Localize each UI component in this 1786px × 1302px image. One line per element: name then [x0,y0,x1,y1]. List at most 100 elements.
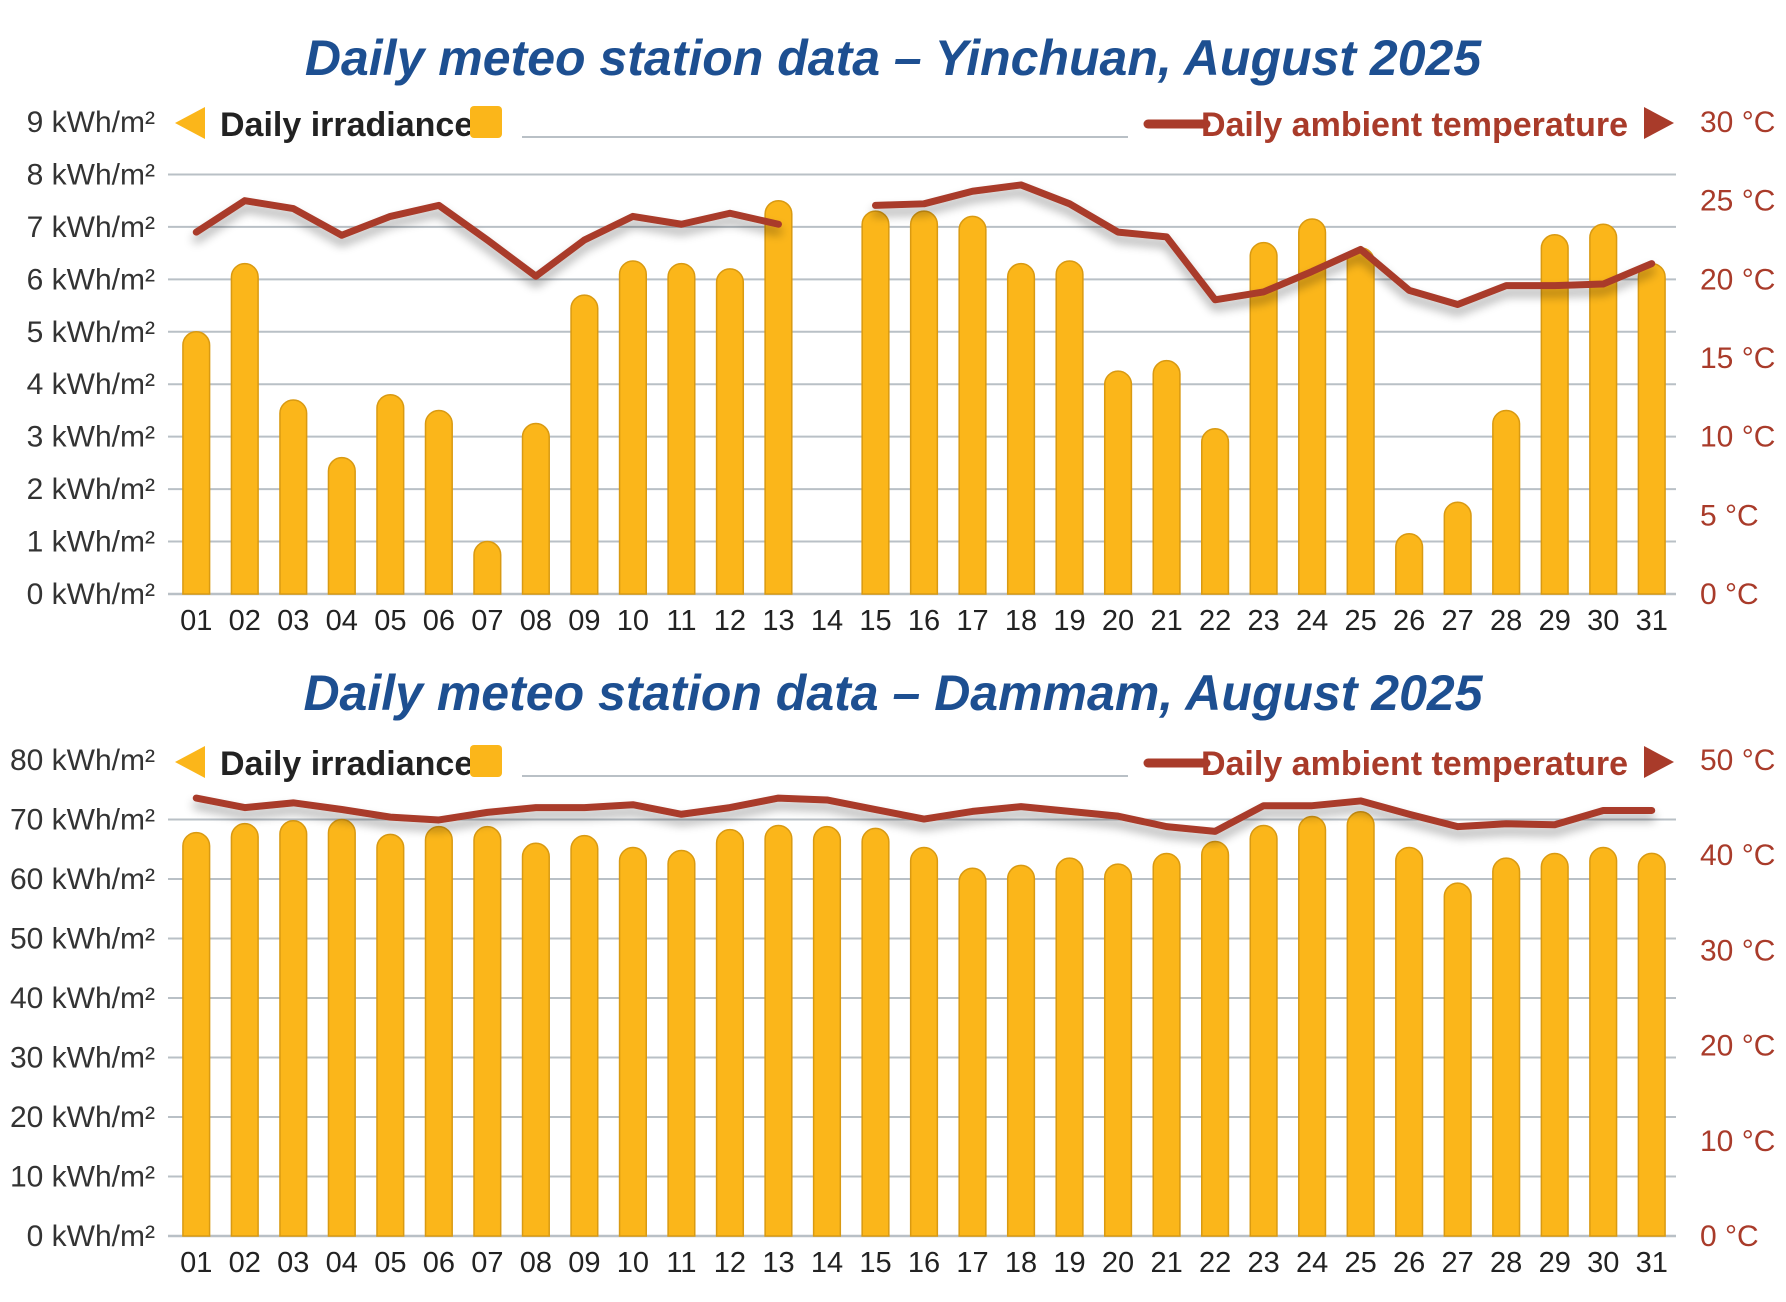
right-axis-ticks: 0 °C 10 °C 20 °C 30 °C 40 °C 50 °C [1700,744,1775,1253]
irradiance-bar [715,828,745,1237]
x-tick-label: 09 [568,1247,600,1279]
temperature-line [192,181,1656,309]
left-tick-label: 40 kWh/m² [10,982,155,1015]
irradiance-bar [327,818,356,1237]
irradiance-bar [667,849,696,1237]
left-tick-label: 1 kWh/m² [27,526,155,559]
irradiance-bar [667,262,696,595]
x-tick-label: 08 [520,605,552,637]
x-tick-label: 14 [811,605,843,637]
irradiance-bar [715,268,745,595]
irradiance-bar [1298,218,1327,595]
right-tick-label: 0 °C [1700,1220,1759,1253]
left-arrow-icon [175,107,205,139]
x-tick-label: 05 [374,605,406,637]
irradiance-bar [376,833,405,1237]
x-tick-label: 23 [1247,605,1279,637]
irradiance-bar [473,540,502,595]
x-tick-label: 14 [811,1247,843,1279]
irradiance-bar [424,409,453,595]
irradiance-bars [182,811,1666,1237]
irradiance-bar [570,834,599,1237]
left-tick-label: 10 kWh/m² [10,1161,155,1194]
irradiance-bar [1395,533,1424,595]
irradiance-bar [570,294,599,595]
left-axis-ticks: 0 kWh/m² 10 kWh/m² 20 kWh/m² 30 kWh/m² 40 kW… [10,744,155,1253]
x-tick-label: 02 [229,605,261,637]
legend-irradiance-label: Daily irradiance [220,745,473,783]
right-tick-label: 15 °C [1700,342,1775,375]
temperature-line-segment [192,794,1656,835]
legend-irradiance-swatch [470,745,502,777]
irradiance-bar [182,831,211,1237]
right-axis-ticks: 0 °C 5 °C 10 °C 15 °C 20 °C 25 °C 30 °C [1700,106,1775,611]
x-tick-label: 25 [1345,605,1377,637]
x-tick-label: 12 [714,605,746,637]
irradiance-bar [909,210,939,595]
x-axis-ticks: 01 02 03 04 05 06 07 08 09 10 11 12 13 14 15 16 17 18 19 20… [180,605,1668,637]
irradiance-bars [182,199,1666,595]
left-tick-label: 8 kWh/m² [27,158,155,191]
x-tick-label: 10 [617,1247,649,1279]
irradiance-bar [1201,428,1230,595]
x-tick-label: 16 [908,605,940,637]
x-tick-label: 17 [956,605,988,637]
x-tick-label: 28 [1490,1247,1522,1279]
chart-title: Daily meteo station data – Dammam, Augus… [303,665,1483,721]
x-tick-label: 07 [471,605,503,637]
irradiance-bar [1443,882,1472,1237]
right-tick-label: 20 °C [1700,263,1775,296]
irradiance-bar [521,842,550,1237]
irradiance-bar [376,393,405,595]
irradiance-bar [1152,852,1181,1237]
irradiance-bar [1637,852,1666,1237]
left-tick-label: 0 kWh/m² [27,578,155,611]
left-tick-label: 80 kWh/m² [10,744,155,777]
x-tick-label: 24 [1296,605,1328,637]
left-tick-label: 6 kWh/m² [27,263,155,296]
irradiance-bar [1298,816,1327,1237]
irradiance-bar [1249,242,1278,595]
irradiance-bar [1540,234,1569,595]
x-tick-label: 27 [1442,1247,1474,1279]
left-tick-label: 5 kWh/m² [27,316,155,349]
x-tick-label: 24 [1296,1247,1328,1279]
x-tick-label: 19 [1053,1247,1085,1279]
irradiance-bar [424,825,453,1237]
x-tick-label: 18 [1005,605,1037,637]
irradiance-bar [327,457,356,595]
irradiance-bar [1055,260,1084,595]
temperature-line-segment [871,181,1656,309]
irradiance-bar [1152,360,1181,595]
irradiance-bar [1589,223,1618,595]
x-tick-label: 27 [1442,605,1474,637]
x-tick-label: 07 [471,1247,503,1279]
x-tick-label: 31 [1636,1247,1668,1279]
x-tick-label: 29 [1539,605,1571,637]
x-tick-label: 04 [326,1247,358,1279]
irradiance-bar [958,867,987,1237]
x-tick-label: 22 [1199,1247,1231,1279]
x-tick-label: 01 [180,1247,212,1279]
irradiance-bar [279,399,308,595]
x-tick-label: 16 [908,1247,940,1279]
left-tick-label: 0 kWh/m² [27,1220,155,1253]
irradiance-bar [521,422,550,595]
left-tick-label: 2 kWh/m² [27,473,155,506]
left-tick-label: 7 kWh/m² [27,211,155,244]
x-tick-label: 13 [762,605,794,637]
x-tick-label: 10 [617,605,649,637]
legend-temperature-label: Daily ambient temperature [1201,106,1628,144]
legend-temperature-label: Daily ambient temperature [1201,745,1628,783]
irradiance-bar [861,210,890,595]
x-tick-label: 06 [423,1247,455,1279]
x-tick-label: 21 [1150,605,1182,637]
chart-title: Daily meteo station data – Yinchuan, Aug… [305,30,1482,86]
right-arrow-icon [1644,746,1674,778]
right-arrow-icon [1644,107,1674,139]
x-tick-label: 17 [956,1247,988,1279]
x-tick-label: 11 [666,605,696,637]
temperature-line-segment [192,197,782,280]
irradiance-bar [1346,247,1375,595]
